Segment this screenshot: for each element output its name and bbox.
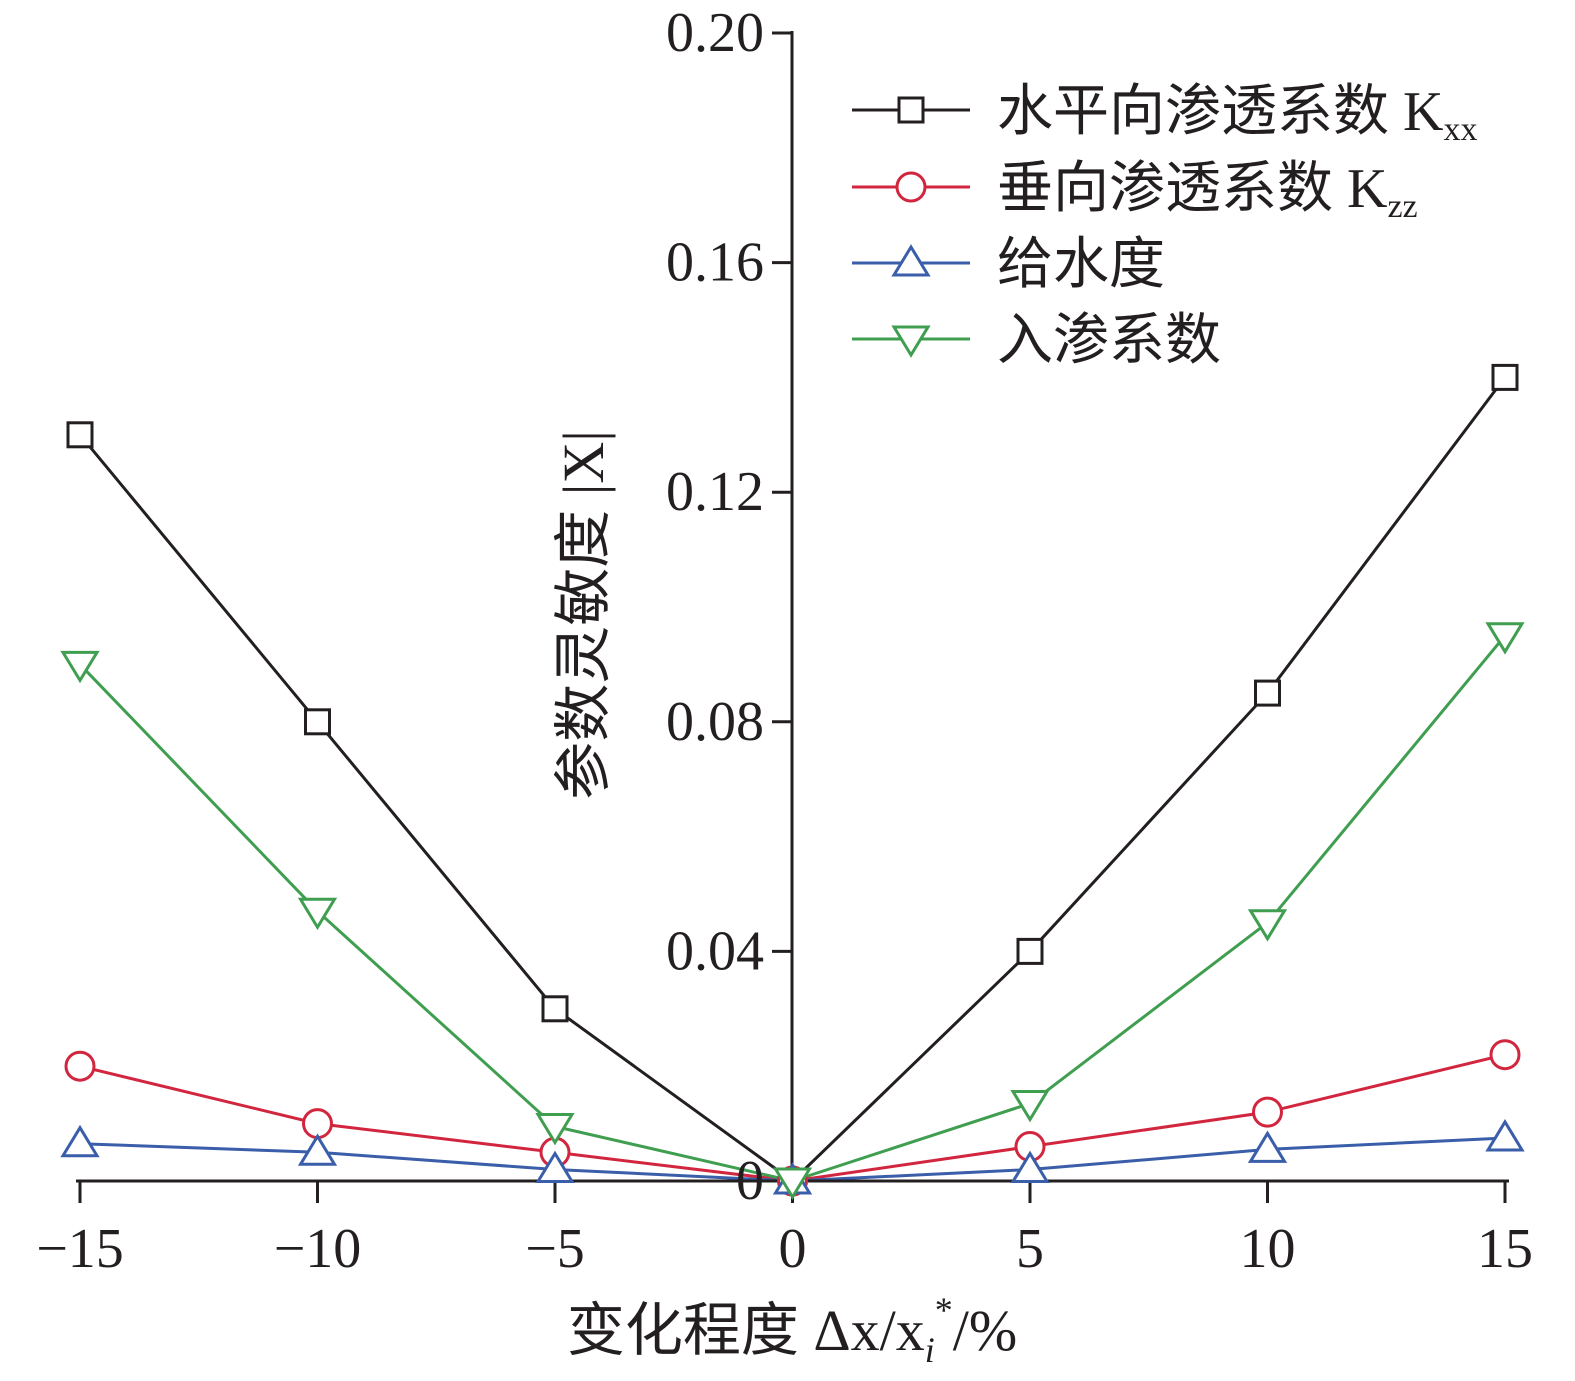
series-4-point bbox=[535, 1112, 575, 1146]
series-3-point bbox=[1485, 1119, 1525, 1152]
x-axis-title-tail: /% bbox=[953, 1298, 1017, 1363]
x-tick-label: 0 bbox=[779, 1218, 807, 1280]
series-3-point bbox=[60, 1124, 100, 1158]
legend-label-subscript: zz bbox=[1387, 188, 1417, 225]
series-2-point bbox=[1252, 1096, 1283, 1128]
x-tick-label: 10 bbox=[1240, 1218, 1296, 1280]
plot-markers bbox=[60, 363, 1525, 1200]
series-4-point bbox=[297, 897, 338, 931]
series-4-point bbox=[60, 650, 100, 684]
y-axis-title: 参数灵敏度 |X| bbox=[551, 430, 616, 800]
series-1-point bbox=[1016, 937, 1044, 965]
series-1-point bbox=[541, 995, 569, 1023]
legend-label-text: 水平向渗透系数 K bbox=[997, 81, 1443, 143]
series-3-point bbox=[1247, 1130, 1288, 1163]
legend-label-4: 入渗系数 bbox=[997, 310, 1221, 372]
legend-label-text: 给水度 bbox=[997, 234, 1165, 296]
series-3-point bbox=[297, 1133, 338, 1166]
x-tick-label: 15 bbox=[1477, 1218, 1533, 1280]
x-tick-label: 5 bbox=[1016, 1218, 1044, 1280]
axes: −15 −10 −5 0 5 10 15 0 0.04 0.08 0.12 0.16 0.20 bbox=[36, 2, 1533, 1280]
series-1-point bbox=[304, 708, 331, 736]
series-3-point bbox=[535, 1150, 575, 1184]
legend-marker-2 bbox=[895, 171, 927, 203]
series-3-point bbox=[1010, 1150, 1050, 1184]
legend-label-text: 垂向渗透系数 K bbox=[997, 158, 1387, 220]
legend-label-1: 水平向渗透系数 Kxx bbox=[997, 81, 1477, 148]
legend-marker-4 bbox=[891, 325, 931, 358]
series-2-point bbox=[64, 1050, 96, 1082]
series-1-point bbox=[1254, 679, 1281, 707]
x-tick-label: −15 bbox=[36, 1218, 124, 1280]
y-tick-label: 0.16 bbox=[666, 232, 764, 294]
series-1-point bbox=[66, 421, 94, 449]
series-2-point bbox=[1489, 1039, 1521, 1071]
series-4-point bbox=[1485, 622, 1525, 655]
series-4-point bbox=[772, 1167, 813, 1200]
x-axis-title-sup: * bbox=[935, 1290, 953, 1330]
y-tick-label: 0.08 bbox=[666, 691, 764, 753]
series-4-point bbox=[1247, 909, 1288, 942]
legend-marker-3 bbox=[891, 244, 931, 277]
y-tick-label: 0.20 bbox=[666, 2, 764, 64]
x-axis-title: 变化程度 Δx/xi*/% bbox=[567, 1290, 1017, 1370]
series-2-point bbox=[302, 1108, 333, 1140]
legend-marker-1 bbox=[897, 96, 925, 124]
y-tick-label: 0.04 bbox=[666, 920, 764, 982]
y-tick-label: 0.12 bbox=[666, 461, 764, 523]
x-axis-title-main: 变化程度 Δx/x bbox=[567, 1298, 925, 1363]
legend-label-subscript: xx bbox=[1443, 111, 1477, 148]
series-1-point bbox=[1491, 363, 1519, 391]
legend-label-text: 入渗系数 bbox=[997, 310, 1221, 372]
x-axis-title-sub: i bbox=[925, 1330, 935, 1370]
x-tick-label: −5 bbox=[525, 1218, 585, 1280]
legend-label-3: 给水度 bbox=[997, 234, 1165, 296]
legend-label-2: 垂向渗透系数 Kzz bbox=[997, 158, 1418, 225]
series-4-point bbox=[1010, 1090, 1050, 1123]
y-tick-label: 0 bbox=[736, 1150, 764, 1212]
x-tick-label: −10 bbox=[274, 1218, 362, 1280]
